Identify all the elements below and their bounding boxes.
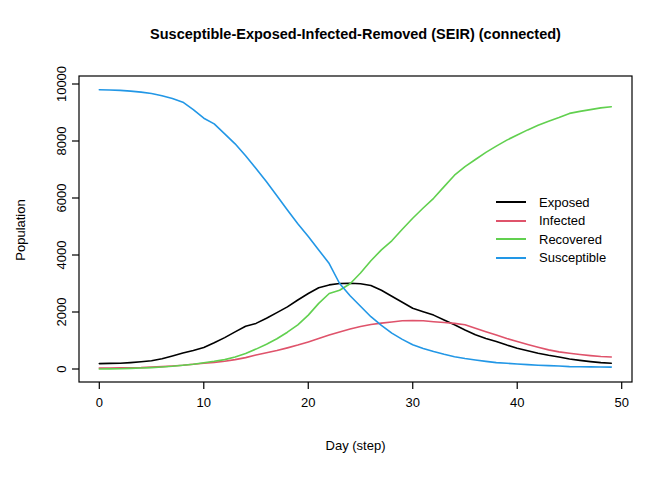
y-tick-label: 0 — [54, 365, 69, 372]
legend: Exposed Infected Recovered Susceptible — [496, 193, 606, 267]
x-tick-label: 0 — [96, 395, 103, 410]
x-tick-label: 10 — [197, 395, 211, 410]
legend-label: Infected — [539, 213, 585, 228]
legend-line-sample — [496, 201, 526, 203]
series-line-exposed — [99, 283, 611, 363]
y-tick-label: 2000 — [54, 298, 69, 327]
legend-item-infected: Infected — [496, 212, 606, 231]
y-tick-label: 10000 — [54, 66, 69, 102]
legend-label: Susceptible — [539, 250, 606, 265]
x-tick-label: 50 — [614, 395, 628, 410]
y-axis-label: Population — [13, 150, 28, 310]
legend-item-susceptible: Susceptible — [496, 249, 606, 268]
legend-label: Recovered — [539, 232, 602, 247]
y-tick-label: 6000 — [54, 184, 69, 213]
x-tick-label: 20 — [301, 395, 315, 410]
legend-item-exposed: Exposed — [496, 193, 606, 212]
legend-line-sample — [496, 257, 526, 259]
legend-label: Exposed — [539, 195, 590, 210]
series-line-infected — [99, 321, 611, 369]
legend-item-recovered: Recovered — [496, 230, 606, 249]
x-axis-label: Day (step) — [79, 438, 632, 453]
y-tick-label: 4000 — [54, 241, 69, 270]
x-tick-label: 40 — [510, 395, 524, 410]
legend-line-sample — [496, 238, 526, 240]
y-tick-label: 8000 — [54, 127, 69, 156]
x-tick-label: 30 — [406, 395, 420, 410]
legend-line-sample — [496, 220, 526, 222]
